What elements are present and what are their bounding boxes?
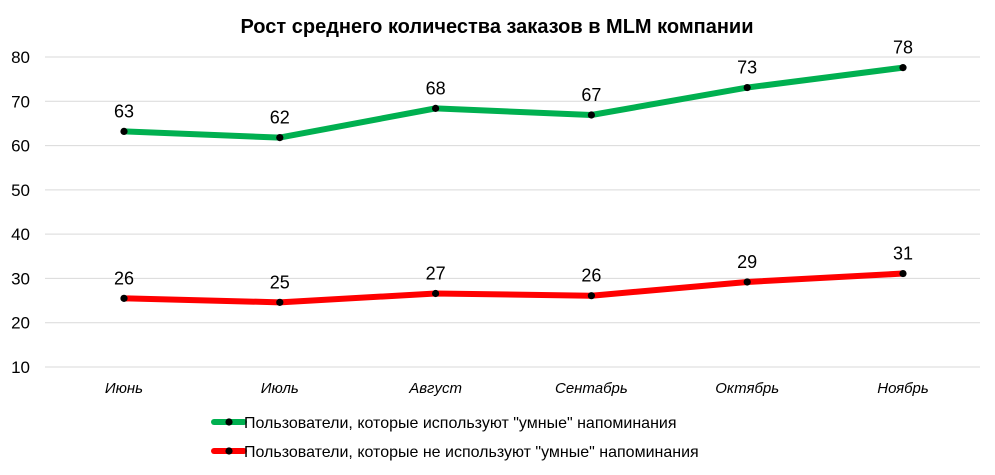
y-tick-label-70: 70 — [11, 92, 30, 111]
y-tick-label-10: 10 — [11, 358, 30, 377]
x-tick-label-5: Октябрь — [715, 380, 779, 397]
series-1-data-label-6: 78 — [893, 38, 913, 58]
series-2-point-3 — [432, 289, 440, 298]
y-tick-label-30: 30 — [11, 269, 30, 288]
x-tick-label-4: Сентабрь — [555, 380, 628, 397]
series-2-point-2 — [276, 298, 284, 306]
y-tick-label-50: 50 — [11, 181, 30, 200]
x-axis-tick-labels: Июнь Июль Август Сентабрь Октябрь Ноябрь — [105, 380, 929, 397]
y-tick-label-40: 40 — [11, 225, 30, 244]
series-lines: 63 62 68 67 73 78 26 25 27 26 29 31 — [114, 38, 913, 306]
series-1-point-2 — [276, 134, 284, 142]
series-2-point-1 — [120, 294, 128, 302]
series-1-data-label-5: 73 — [737, 58, 757, 78]
y-axis-tick-labels: 10 20 30 40 50 60 70 80 — [11, 48, 30, 377]
series-2-data-label-6: 31 — [893, 244, 913, 264]
y-tick-label-80: 80 — [11, 48, 30, 67]
series-2-data-label-5: 29 — [737, 252, 757, 272]
series-1-point-4 — [587, 111, 596, 119]
series-1-data-label-4: 67 — [581, 85, 601, 105]
x-tick-label-6: Ноябрь — [877, 380, 929, 397]
series-2-point-6 — [899, 269, 907, 278]
legend-item-1: Пользователи, которые используют "умные"… — [211, 415, 677, 432]
legend-marker-1 — [225, 418, 233, 426]
series-1-data-label-2: 62 — [270, 108, 290, 128]
chart-title: Рост среднего количества заказов в MLM к… — [240, 16, 753, 38]
series-1-data-label-1: 63 — [114, 101, 134, 121]
x-tick-label-3: Август — [408, 380, 462, 397]
legend-label-1: Пользователи, которые используют "умные"… — [244, 415, 677, 432]
series-2-data-label-3: 27 — [426, 263, 446, 283]
series-1: 63 62 68 67 73 78 — [114, 38, 913, 142]
series-1-point-1 — [120, 127, 128, 135]
x-tick-label-1: Июнь — [105, 380, 143, 397]
series-1-point-6 — [899, 64, 907, 72]
series-2-line — [121, 270, 906, 306]
legend-marker-2 — [225, 447, 233, 455]
series-2-point-4 — [587, 292, 596, 300]
y-tick-label-20: 20 — [11, 314, 30, 333]
legend: Пользователи, которые используют "умные"… — [211, 415, 699, 461]
series-2-data-label-1: 26 — [114, 268, 134, 288]
series-2: 26 25 27 26 29 31 — [114, 244, 913, 306]
series-1-point-5 — [743, 83, 751, 92]
series-1-data-label-3: 68 — [426, 78, 446, 98]
legend-label-2: Пользователи, которые не используют "умн… — [244, 444, 699, 461]
x-tick-label-2: Июль — [261, 380, 299, 397]
series-1-point-3 — [432, 104, 440, 112]
series-2-data-label-2: 25 — [270, 272, 290, 292]
series-1-line — [121, 64, 906, 141]
grid-lines — [45, 56, 980, 368]
legend-item-2: Пользователи, которые не используют "умн… — [211, 444, 699, 461]
y-tick-label-60: 60 — [11, 137, 30, 156]
series-2-data-label-4: 26 — [581, 266, 601, 286]
series-2-point-5 — [743, 278, 751, 286]
